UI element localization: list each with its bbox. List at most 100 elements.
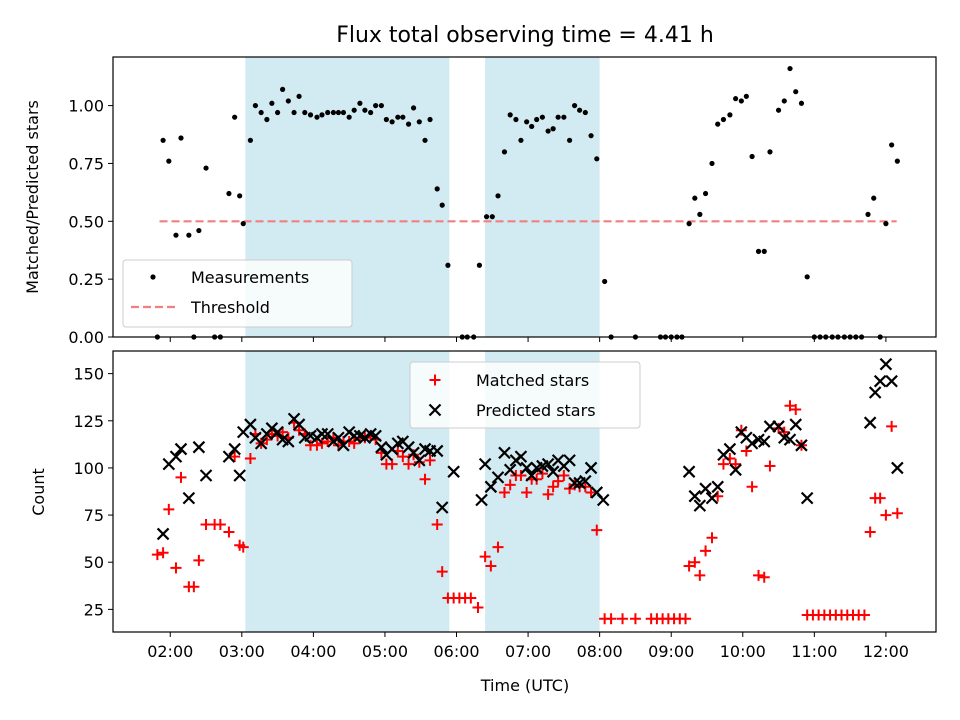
predicted-star-point (156, 527, 170, 541)
measurement-point (529, 123, 535, 130)
matched-star-point (858, 609, 870, 621)
measurement-point (362, 107, 368, 113)
matched-star-point (605, 613, 617, 625)
predicted-star-point (347, 429, 361, 443)
predicted-star-point (292, 418, 306, 431)
measurement-point (400, 114, 406, 120)
x-tick-label: 10:00 (720, 642, 766, 661)
measurement-point (715, 121, 721, 127)
matched-star-point (151, 549, 163, 561)
measurement-point (351, 107, 357, 113)
measurement-point (166, 158, 172, 164)
predicted-star-point (407, 446, 420, 460)
measurement-point (237, 193, 243, 199)
measurement-point (410, 105, 417, 111)
measurement-point (602, 278, 608, 285)
measurement-point (727, 112, 733, 118)
matched-star-point (585, 486, 597, 498)
matched-star-point (740, 445, 752, 457)
matched-star-point (157, 547, 169, 559)
matched-star-point (214, 519, 226, 531)
matched-star-point (397, 451, 409, 463)
measurement-point (160, 137, 166, 143)
matched-star-point (311, 439, 323, 451)
predicted-star-point (244, 418, 257, 431)
matched-star-point (492, 541, 504, 553)
predicted-star-point (271, 425, 284, 439)
measurement-point (291, 109, 297, 116)
predicted-star-point (192, 440, 206, 454)
matched-star-point (424, 454, 436, 466)
matched-star-point (485, 560, 497, 572)
measurement-point (330, 109, 337, 116)
predicted-star-point (885, 374, 898, 388)
matched-star-point (730, 458, 742, 470)
matched-star-point (237, 541, 249, 553)
matched-star-point (680, 613, 692, 625)
x-tick-label: 04:00 (290, 642, 336, 661)
predicted-star-point (579, 474, 592, 488)
measurement-point (755, 248, 762, 254)
ratio-panel: 0.00 0.25 0.50 0.75 1.00 Matched/Predicted s… (23, 56, 937, 347)
measurement-point (196, 227, 202, 234)
matched-star-point (864, 526, 876, 538)
measurement-point (709, 160, 715, 167)
predicted-star-point (174, 442, 188, 456)
legend-matched-label: Matched stars (476, 371, 589, 390)
top-shaded-interval (485, 57, 600, 337)
measurement-point (692, 195, 698, 201)
measurement-point (340, 109, 347, 116)
predicted-star-point (863, 416, 877, 429)
predicted-star-point (503, 463, 517, 477)
top-plot-frame (112, 56, 937, 338)
matched-star-point (558, 469, 570, 481)
predicted-star-point (568, 476, 581, 490)
predicted-star-point (705, 491, 719, 505)
top-y-tick-label: 0.75 (68, 154, 104, 173)
measurement-point (173, 232, 179, 238)
measurement-point (264, 116, 270, 123)
predicted-star-point (525, 469, 538, 482)
measurement-point (697, 211, 703, 217)
predicted-star-point (233, 469, 246, 482)
matched-star-point (386, 458, 398, 470)
predicted-star-point (182, 491, 196, 505)
measurement-point (743, 93, 749, 99)
measurement-point (405, 121, 412, 127)
predicted-star-point (688, 489, 702, 503)
measurement-point (495, 193, 501, 199)
measurement-point (749, 153, 755, 160)
bottom-plot-frame (112, 350, 937, 633)
measurement-point (582, 109, 588, 116)
matched-star-point (419, 473, 431, 485)
bottom-y-tick-label: 50 (84, 553, 104, 572)
measurement-point (489, 214, 495, 220)
matched-star-point (322, 436, 334, 448)
predicted-star-point (435, 501, 449, 514)
measurement-point (518, 137, 524, 143)
measurement-point (252, 102, 259, 109)
matched-star-point (790, 403, 802, 415)
measurement-point (476, 262, 483, 268)
measurement-point (550, 126, 556, 132)
measurement-point (781, 98, 787, 104)
x-axis-label: Time (UTC) (480, 676, 569, 695)
predicted-star-point (783, 433, 797, 446)
measurement-point (434, 186, 440, 192)
x-tick-label: 07:00 (505, 642, 551, 661)
bottom-y-tick-label: 150 (73, 365, 104, 384)
predicted-star-point (491, 471, 505, 484)
predicted-star-point (484, 480, 498, 494)
predicted-star-point (478, 457, 492, 471)
measurement-point (445, 262, 451, 268)
predicted-star-point (254, 437, 268, 450)
matched-star-point (778, 426, 790, 438)
predicted-star-point (315, 427, 329, 441)
legend-measurement-marker (150, 274, 156, 280)
measurement-point (368, 109, 374, 116)
matched-star-point (223, 526, 235, 538)
matched-star-point (617, 613, 629, 625)
matched-star-point (717, 458, 729, 470)
matched-star-point (413, 456, 425, 468)
predicted-star-point (169, 450, 183, 463)
